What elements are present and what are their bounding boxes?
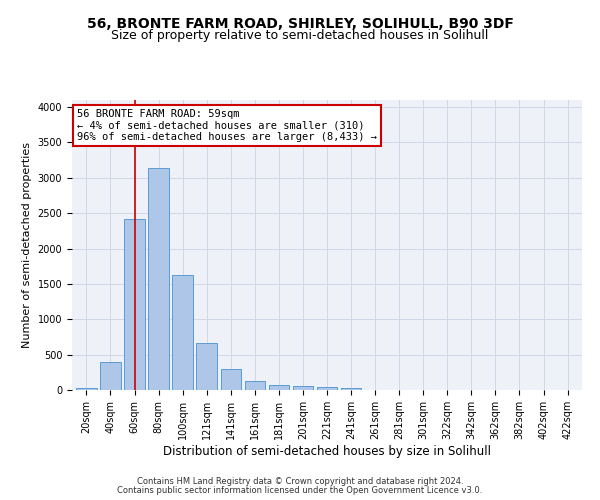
Bar — [196, 342, 217, 390]
Y-axis label: Number of semi-detached properties: Number of semi-detached properties — [22, 142, 32, 348]
Bar — [100, 362, 121, 390]
Bar — [221, 370, 241, 390]
Bar — [341, 388, 361, 390]
Text: Contains HM Land Registry data © Crown copyright and database right 2024.: Contains HM Land Registry data © Crown c… — [137, 477, 463, 486]
Text: Size of property relative to semi-detached houses in Solihull: Size of property relative to semi-detach… — [112, 29, 488, 42]
Bar — [293, 386, 313, 390]
Bar — [148, 168, 169, 390]
Bar — [172, 274, 193, 390]
Text: 56 BRONTE FARM ROAD: 59sqm
← 4% of semi-detached houses are smaller (310)
96% of: 56 BRONTE FARM ROAD: 59sqm ← 4% of semi-… — [77, 108, 377, 142]
Bar — [269, 386, 289, 390]
Bar — [317, 387, 337, 390]
Bar — [76, 388, 97, 390]
Bar — [124, 219, 145, 390]
X-axis label: Distribution of semi-detached houses by size in Solihull: Distribution of semi-detached houses by … — [163, 444, 491, 458]
Bar — [245, 381, 265, 390]
Text: 56, BRONTE FARM ROAD, SHIRLEY, SOLIHULL, B90 3DF: 56, BRONTE FARM ROAD, SHIRLEY, SOLIHULL,… — [86, 18, 514, 32]
Text: Contains public sector information licensed under the Open Government Licence v3: Contains public sector information licen… — [118, 486, 482, 495]
